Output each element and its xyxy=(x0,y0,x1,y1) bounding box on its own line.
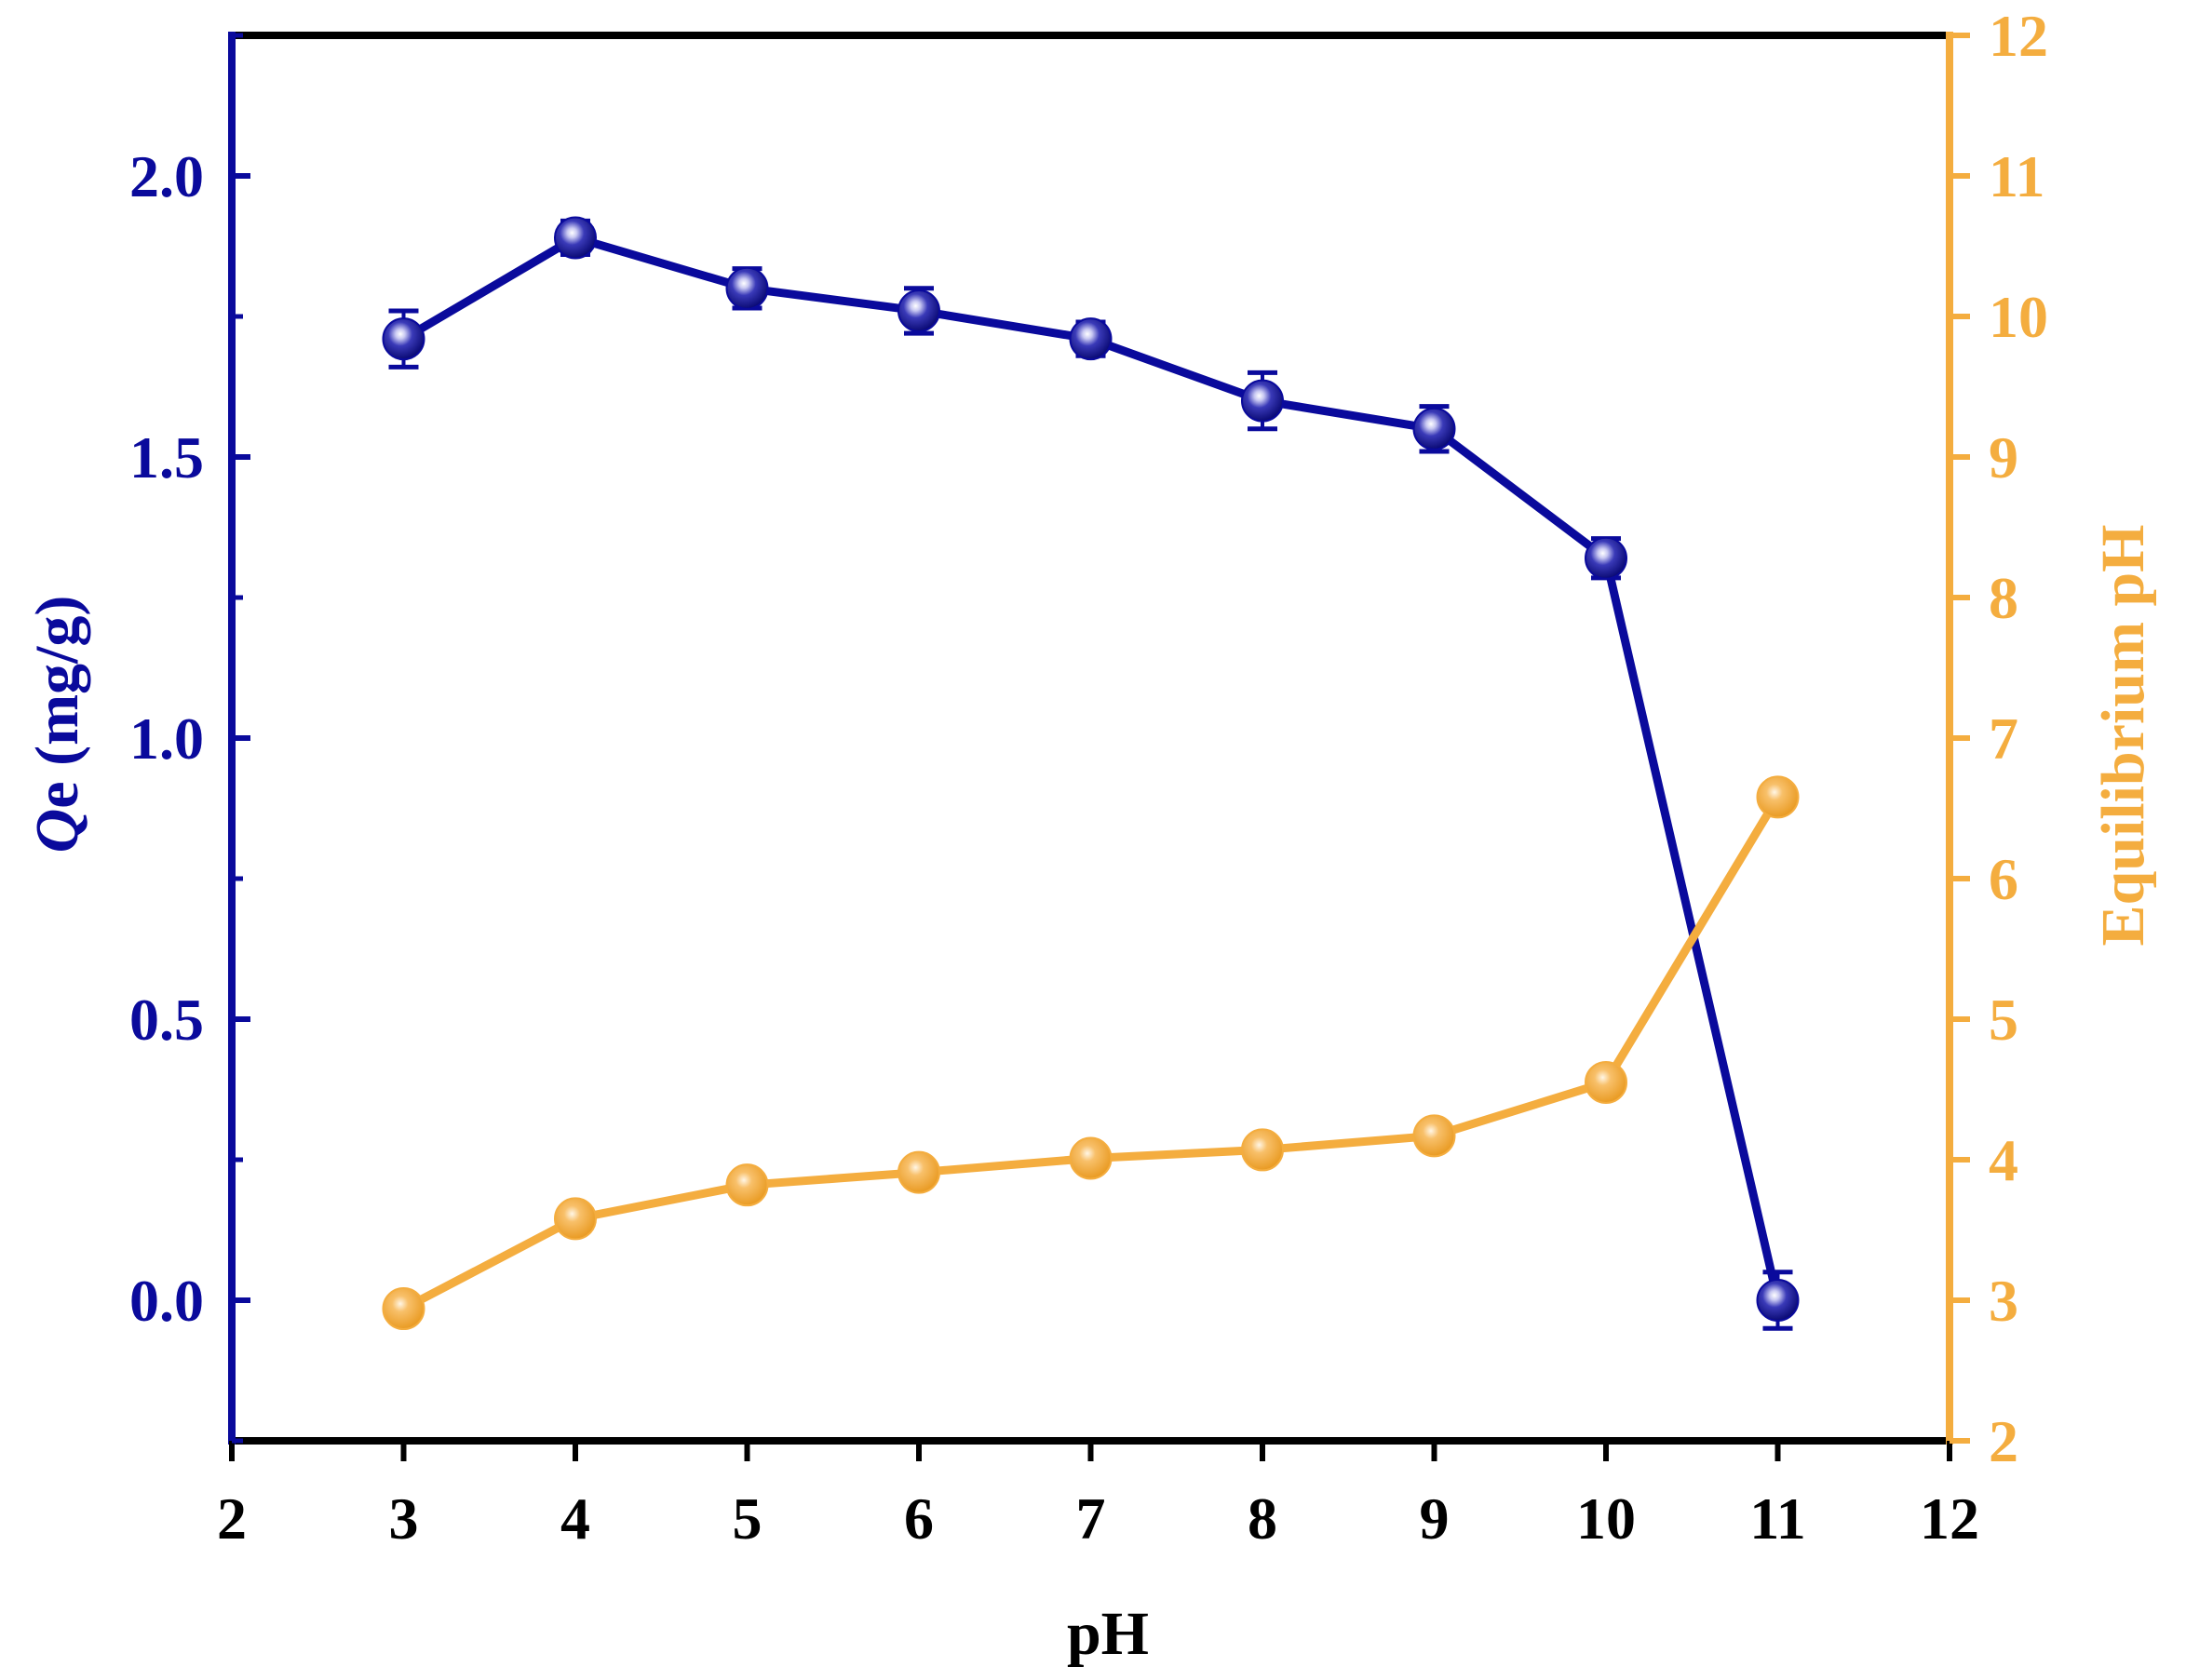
qe-point xyxy=(382,317,425,361)
x-tick-label: 4 xyxy=(560,1485,590,1552)
y-left-tick-label: 2.0 xyxy=(129,143,204,209)
y-right-tick-label: 3 xyxy=(1989,1268,2018,1334)
equilibrium-ph-point xyxy=(1241,1128,1284,1172)
series-layer xyxy=(382,216,1800,1331)
y-right-tick-label: 6 xyxy=(1989,846,2018,912)
qe-point xyxy=(1241,379,1284,423)
x-tick-label: 6 xyxy=(904,1485,934,1552)
y-right-tick-label: 9 xyxy=(1989,424,2018,491)
ticks-layer: 2 3 4 5 6 7 8 9 10 11 12 0.0 0.5 1.0 1.5 2.0 2 3 4 5 6 7 8 9 10 1… xyxy=(129,3,2048,1552)
y-axis-left-title: Qe (mg/g) xyxy=(23,596,91,853)
equilibrium-ph-point xyxy=(1585,1060,1627,1104)
qe-point xyxy=(897,289,940,332)
qe-point xyxy=(1412,407,1456,450)
y-left-tick-label: 1.5 xyxy=(129,424,204,491)
x-axis-title: pH xyxy=(1067,1600,1149,1668)
equilibrium-ph-point xyxy=(554,1197,597,1241)
qe-point xyxy=(1069,317,1113,361)
x-tick-label: 7 xyxy=(1076,1485,1106,1552)
qe-point xyxy=(725,266,769,310)
qe-point xyxy=(1756,1279,1800,1322)
y-left-tick-label: 0.5 xyxy=(129,987,204,1053)
y-axis-right-title: Equilibrium pH xyxy=(2089,524,2157,946)
y-axis-left-title-rest: e (mg/g) xyxy=(23,596,91,809)
x-tick-label: 2 xyxy=(217,1485,247,1552)
qe-point xyxy=(1585,536,1627,580)
y-right-tick-label: 7 xyxy=(1989,706,2018,772)
y-right-tick-label: 8 xyxy=(1989,565,2018,631)
y-right-tick-label: 5 xyxy=(1989,987,2018,1053)
x-tick-label: 10 xyxy=(1576,1485,1636,1552)
y-right-tick-label: 4 xyxy=(1989,1127,2018,1193)
x-tick-label: 5 xyxy=(733,1485,762,1552)
equilibrium-ph-point xyxy=(1069,1136,1113,1180)
qe-point xyxy=(554,216,597,260)
y-right-tick-label: 2 xyxy=(1989,1408,2018,1474)
equilibrium-ph-series-line xyxy=(401,795,1782,1313)
y-right-tick-label: 11 xyxy=(1989,143,2044,209)
x-tick-label: 3 xyxy=(389,1485,419,1552)
equilibrium-ph-point xyxy=(725,1163,769,1207)
y-left-tick-label: 0.0 xyxy=(129,1268,204,1334)
equilibrium-ph-point xyxy=(382,1287,425,1331)
plot-frame xyxy=(228,32,1953,1445)
x-tick-label: 12 xyxy=(1920,1485,1979,1552)
x-tick-label: 8 xyxy=(1248,1485,1277,1552)
x-tick-label: 11 xyxy=(1749,1485,1805,1552)
equilibrium-ph-point xyxy=(1756,775,1800,819)
y-right-tick-label: 10 xyxy=(1989,284,2048,350)
x-tick-label: 9 xyxy=(1420,1485,1450,1552)
y-axis-left-title-q: Q xyxy=(23,809,91,853)
equilibrium-ph-point xyxy=(1412,1114,1456,1158)
y-right-tick-label: 12 xyxy=(1989,3,2048,69)
equilibrium-ph-point xyxy=(897,1150,940,1194)
y-left-tick-label: 1.0 xyxy=(129,706,204,772)
